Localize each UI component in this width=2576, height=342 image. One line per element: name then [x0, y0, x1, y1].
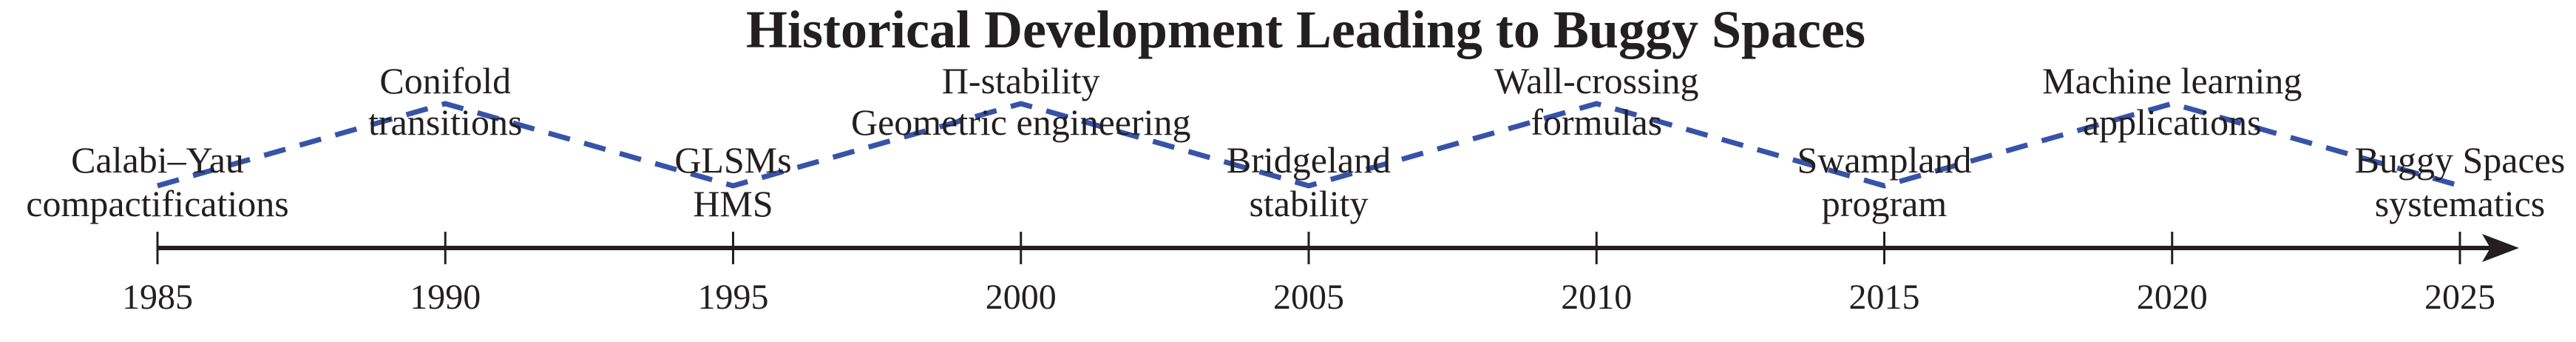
event-label-line: formulas — [1531, 101, 1662, 143]
axis-arrowhead — [2482, 234, 2519, 262]
tick-label: 2025 — [2424, 278, 2495, 317]
tick-label: 1990 — [410, 278, 481, 317]
event-label-line: compactifications — [26, 183, 288, 224]
event-label-line: Π-stability — [942, 60, 1100, 101]
event-label-line: systematics — [2375, 183, 2546, 224]
event-label-line: Wall-crossing — [1494, 60, 1698, 101]
tick-label: 2005 — [1273, 278, 1344, 317]
event-label-line: applications — [2083, 101, 2262, 143]
event-label-line: Machine learning — [2042, 60, 2302, 101]
event-label-line: program — [1822, 183, 1947, 224]
event-label-line: stability — [1249, 183, 1368, 224]
event-label-line: Calabi–Yau — [71, 139, 244, 181]
event-label-line: Bridgeland — [1227, 139, 1391, 181]
event-label-line: HMS — [693, 183, 773, 224]
event-label-line: GLSMs — [674, 139, 791, 181]
chart-title: Historical Development Leading to Buggy … — [746, 0, 1865, 59]
event-label-line: Swampland — [1797, 139, 1971, 181]
tick-label: 2000 — [986, 278, 1057, 317]
event-label-line: transitions — [368, 101, 522, 143]
event-label-line: Conifold — [379, 60, 511, 101]
dashed-connector-line — [157, 101, 2461, 189]
tick-label: 2020 — [2137, 278, 2208, 317]
tick-label: 2015 — [1849, 278, 1920, 317]
event-label-line: Buggy Spaces — [2355, 139, 2566, 181]
event-label-line: Geometric engineering — [851, 101, 1191, 143]
tick-label: 2010 — [1561, 278, 1632, 317]
tick-label: 1985 — [122, 278, 193, 317]
tick-label: 1995 — [698, 278, 769, 317]
